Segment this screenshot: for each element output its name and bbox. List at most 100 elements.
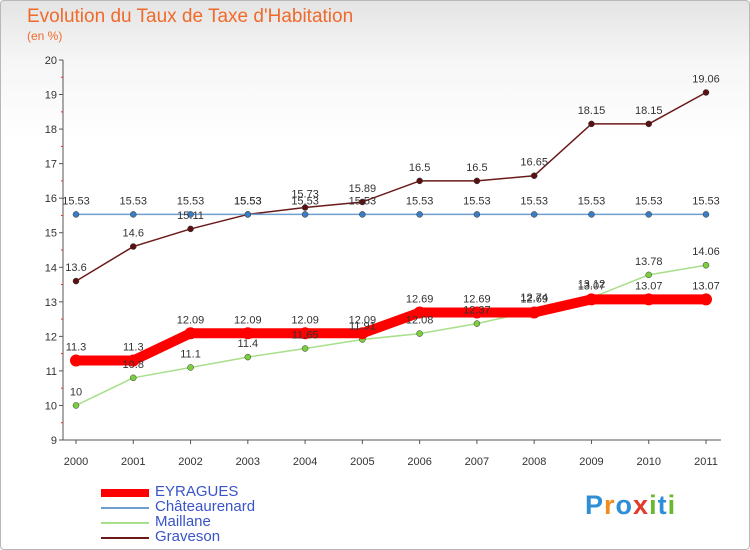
data-point-eyragues bbox=[127, 354, 140, 367]
logo-letter: x bbox=[633, 490, 650, 520]
y-tick-label: 12 bbox=[45, 331, 57, 343]
data-point-chteaurenard bbox=[130, 211, 137, 218]
data-point-maillane bbox=[473, 320, 481, 327]
data-point-eyragues bbox=[642, 293, 655, 306]
data-point-graveson bbox=[359, 198, 366, 206]
data-point-chteaurenard bbox=[702, 211, 710, 218]
y-tick-label: 15 bbox=[45, 228, 57, 240]
chart-subtitle: (en %) bbox=[27, 29, 63, 43]
logo-letter: t bbox=[657, 490, 668, 520]
data-point-eyragues bbox=[356, 327, 369, 340]
data-label-chteaurenard: 15.53 bbox=[120, 195, 148, 207]
data-label-graveson: 15.73 bbox=[291, 189, 319, 201]
data-label-eyragues: 12.09 bbox=[349, 314, 377, 326]
data-point-chteaurenard bbox=[530, 211, 538, 218]
legend-swatch-graveson bbox=[101, 537, 149, 539]
data-label-maillane: 11.4 bbox=[238, 338, 259, 350]
x-tick-label: 2008 bbox=[522, 456, 546, 468]
logo-letter: i bbox=[649, 490, 658, 520]
data-point-maillane bbox=[72, 402, 80, 409]
data-label-chteaurenard: 15.53 bbox=[578, 195, 606, 207]
data-label-graveson: 15.89 bbox=[349, 183, 377, 195]
data-point-graveson bbox=[130, 243, 137, 250]
data-point-chteaurenard bbox=[187, 211, 194, 218]
data-point-chteaurenard bbox=[645, 211, 652, 218]
data-point-eyragues bbox=[413, 306, 426, 319]
x-tick-label: 2007 bbox=[465, 456, 489, 468]
data-point-eyragues bbox=[184, 327, 197, 340]
data-point-eyragues bbox=[700, 293, 712, 306]
y-tick-label: 16 bbox=[45, 193, 57, 205]
data-point-maillane bbox=[301, 345, 309, 352]
data-label-graveson: 16.5 bbox=[466, 162, 487, 174]
data-label-eyragues: 13.07 bbox=[692, 280, 720, 292]
data-point-chteaurenard bbox=[301, 211, 309, 218]
data-point-maillane bbox=[244, 353, 252, 361]
data-label-eyragues: 12.09 bbox=[234, 314, 262, 326]
x-tick-label: 2003 bbox=[236, 456, 260, 468]
y-tick-label: 20 bbox=[45, 55, 57, 67]
data-point-chteaurenard bbox=[72, 211, 80, 218]
data-label-eyragues: 12.69 bbox=[406, 294, 434, 306]
x-tick-label: 2000 bbox=[64, 456, 88, 468]
data-label-maillane: 13.12 bbox=[578, 279, 606, 291]
data-label-eyragues: 12.09 bbox=[291, 314, 319, 326]
data-label-maillane: 11.1 bbox=[180, 348, 201, 360]
data-point-maillane bbox=[130, 374, 137, 382]
data-label-maillane: 11.91 bbox=[349, 320, 376, 332]
data-label-chteaurenard: 15.53 bbox=[692, 195, 720, 207]
y-tick-label: 9 bbox=[51, 435, 57, 447]
legend-swatch-maillane bbox=[101, 522, 149, 524]
data-label-maillane: 14.06 bbox=[692, 246, 720, 258]
x-tick-label: 2011 bbox=[694, 456, 718, 468]
data-label-maillane: 12.74 bbox=[520, 292, 548, 304]
data-point-eyragues bbox=[299, 327, 312, 340]
data-label-chteaurenard: 15.53 bbox=[463, 195, 491, 207]
series-line-maillane bbox=[75, 264, 707, 407]
data-label-eyragues: 12.09 bbox=[177, 314, 205, 326]
data-point-maillane bbox=[187, 364, 194, 371]
data-point-graveson bbox=[702, 89, 710, 96]
data-label-eyragues: 12.69 bbox=[463, 294, 491, 306]
data-label-maillane: 11.65 bbox=[292, 329, 319, 341]
y-tick-label: 13 bbox=[45, 297, 57, 309]
legend-item-maillane: Maillane bbox=[101, 514, 361, 530]
legend-swatch-chateaurenard bbox=[101, 507, 149, 509]
y-tick-label: 17 bbox=[45, 159, 57, 171]
data-point-chteaurenard bbox=[473, 211, 481, 218]
data-label-graveson: 18.15 bbox=[635, 105, 663, 117]
data-label-graveson: 15.53 bbox=[234, 195, 262, 207]
data-point-graveson bbox=[530, 172, 538, 179]
data-point-chteaurenard bbox=[416, 211, 423, 218]
series-line-eyragues bbox=[71, 294, 711, 366]
legend: EYRAGUES Châteaurenard Maillane Graveson bbox=[101, 483, 361, 545]
data-label-chteaurenard: 15.53 bbox=[177, 195, 205, 207]
x-tick-label: 2010 bbox=[636, 456, 660, 468]
data-label-eyragues: 12.69 bbox=[520, 294, 548, 306]
data-point-graveson bbox=[187, 225, 194, 233]
series-layer bbox=[70, 89, 712, 409]
data-label-maillane: 13.78 bbox=[635, 256, 663, 268]
data-point-maillane bbox=[702, 261, 710, 269]
data-point-graveson bbox=[645, 120, 652, 128]
x-tick-label: 2005 bbox=[350, 456, 374, 468]
data-label-graveson: 16.65 bbox=[520, 157, 548, 169]
data-label-maillane: 10 bbox=[70, 386, 82, 398]
data-label-graveson: 15.11 bbox=[177, 210, 204, 222]
legend-label-eyragues: EYRAGUES bbox=[155, 483, 239, 500]
data-label-chteaurenard: 15.53 bbox=[635, 195, 663, 207]
logo-letter: i bbox=[667, 490, 677, 520]
data-label-maillane: 12.37 bbox=[463, 305, 491, 317]
legend-label-graveson: Graveson bbox=[155, 528, 221, 545]
axes: 9 10 11 12 13 14 15 16 17 18 19 20 2000 2001 2002 2003 2… bbox=[45, 55, 721, 468]
data-label-eyragues: 11.3 bbox=[123, 342, 144, 354]
data-label-chteaurenard: 15.53 bbox=[520, 195, 548, 207]
data-label-maillane: 10.8 bbox=[123, 359, 144, 371]
data-point-eyragues bbox=[585, 293, 598, 306]
data-point-maillane bbox=[416, 330, 423, 337]
data-label-eyragues: 13.07 bbox=[635, 280, 663, 292]
proxiti-logo: Proxiti bbox=[585, 490, 676, 521]
